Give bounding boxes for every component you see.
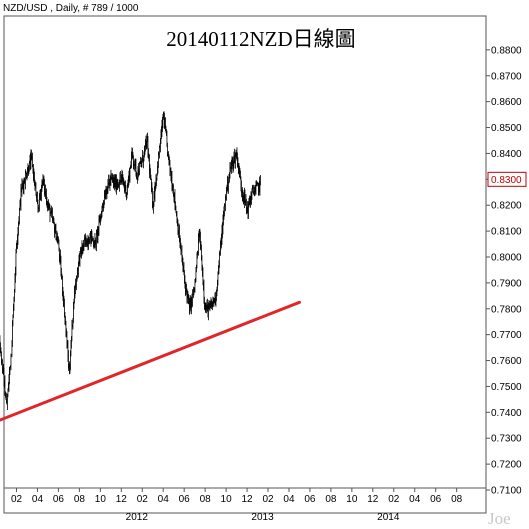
price-bars <box>0 111 261 410</box>
x-year-label: 2012 <box>126 512 149 523</box>
x-tick-label: 08 <box>74 494 86 505</box>
y-tick-label: 0.8700 <box>491 71 522 82</box>
x-tick-label: 12 <box>241 494 253 505</box>
x-tick-label: 04 <box>409 494 421 505</box>
y-tick-label: 0.7500 <box>491 382 522 393</box>
x-tick-label: 08 <box>200 494 212 505</box>
x-tick-label: 02 <box>388 494 400 505</box>
x-tick-label: 06 <box>53 494 65 505</box>
x-tick-label: 04 <box>32 494 44 505</box>
y-tick-label: 0.8600 <box>491 97 522 108</box>
y-tick-label: 0.7100 <box>491 486 522 497</box>
x-tick-label: 06 <box>430 494 442 505</box>
watermark: Joe <box>488 509 511 528</box>
y-tick-label: 0.7700 <box>491 330 522 341</box>
x-tick-label: 12 <box>116 494 128 505</box>
y-tick-label: 0.7900 <box>491 278 522 289</box>
x-tick-label: 02 <box>137 494 149 505</box>
y-tick-label: 0.8800 <box>491 45 522 56</box>
x-tick-label: 12 <box>367 494 379 505</box>
x-tick-label: 08 <box>451 494 463 505</box>
x-tick-label: 06 <box>304 494 316 505</box>
x-year-label: 2013 <box>251 512 274 523</box>
y-tick-label: 0.7800 <box>491 304 522 315</box>
last-price-box <box>487 171 527 187</box>
y-tick-label: 0.8500 <box>491 123 522 134</box>
x-tick-label: 02 <box>262 494 274 505</box>
last-price-label: 0.8300 <box>491 175 522 186</box>
x-tick-label: 02 <box>11 494 23 505</box>
y-axis: 0.7100 0.7200 0.7300 0.7400 0.7500 0.7600 0.77… <box>486 45 522 497</box>
y-tick-label: 0.7400 <box>491 408 522 419</box>
x-tick-label: 10 <box>221 494 233 505</box>
y-tick-label: 0.7300 <box>491 434 522 445</box>
x-tick-label: 04 <box>158 494 170 505</box>
y-tick-label: 0.7600 <box>491 356 522 367</box>
chart-title: 20140112NZD日線圖 <box>166 27 355 51</box>
x-year-label: 2014 <box>377 512 400 523</box>
x-tick-label: 10 <box>346 494 358 505</box>
x-tick-label: 08 <box>325 494 337 505</box>
x-axis: 02 04 06 08 10 12 02 04 06 08 10 12 02 04 06 08 10 12 02 04… <box>11 488 463 523</box>
y-tick-label: 0.7200 <box>491 460 522 471</box>
y-tick-label: 0.8200 <box>491 201 522 212</box>
y-tick-label: 0.8000 <box>491 252 522 263</box>
x-tick-label: 06 <box>179 494 191 505</box>
plot-frame <box>3 15 487 514</box>
y-tick-label: 0.8400 <box>491 149 522 160</box>
x-tick-label: 10 <box>95 494 107 505</box>
x-tick-label: 04 <box>283 494 295 505</box>
y-tick-label: 0.8100 <box>491 227 522 238</box>
symbol-info-label: NZD/USD , Daily, # 789 / 1000 <box>3 3 139 14</box>
trendline <box>0 300 301 422</box>
